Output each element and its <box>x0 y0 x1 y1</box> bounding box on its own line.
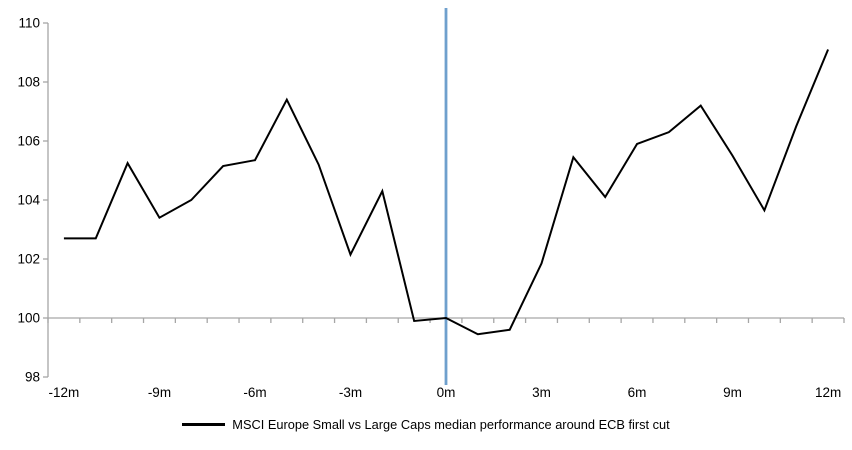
legend: MSCI Europe Small vs Large Caps median p… <box>0 417 852 432</box>
x-axis-label: 3m <box>532 385 551 400</box>
x-axis-label: -9m <box>148 385 171 400</box>
x-axis-label: 0m <box>437 385 456 400</box>
x-axis-label: -3m <box>339 385 362 400</box>
y-axis-label: 98 <box>25 370 40 385</box>
y-axis-label: 100 <box>17 311 40 326</box>
y-axis-label: 110 <box>18 16 40 31</box>
legend-label: MSCI Europe Small vs Large Caps median p… <box>232 417 670 432</box>
series-line-msci-small-vs-large <box>63 49 830 336</box>
legend-line-sample-icon <box>182 423 226 426</box>
y-axis-label: 108 <box>17 75 40 90</box>
x-axis-label: 12m <box>815 385 841 400</box>
x-axis-label: 6m <box>628 385 647 400</box>
x-axis-label: -12m <box>49 385 80 400</box>
y-axis-label: 102 <box>17 252 40 267</box>
x-axis-label: 9m <box>723 385 742 400</box>
x-axis-label: -6m <box>243 385 266 400</box>
y-axis-label: 106 <box>17 134 40 149</box>
y-axis-label: 104 <box>17 193 40 208</box>
